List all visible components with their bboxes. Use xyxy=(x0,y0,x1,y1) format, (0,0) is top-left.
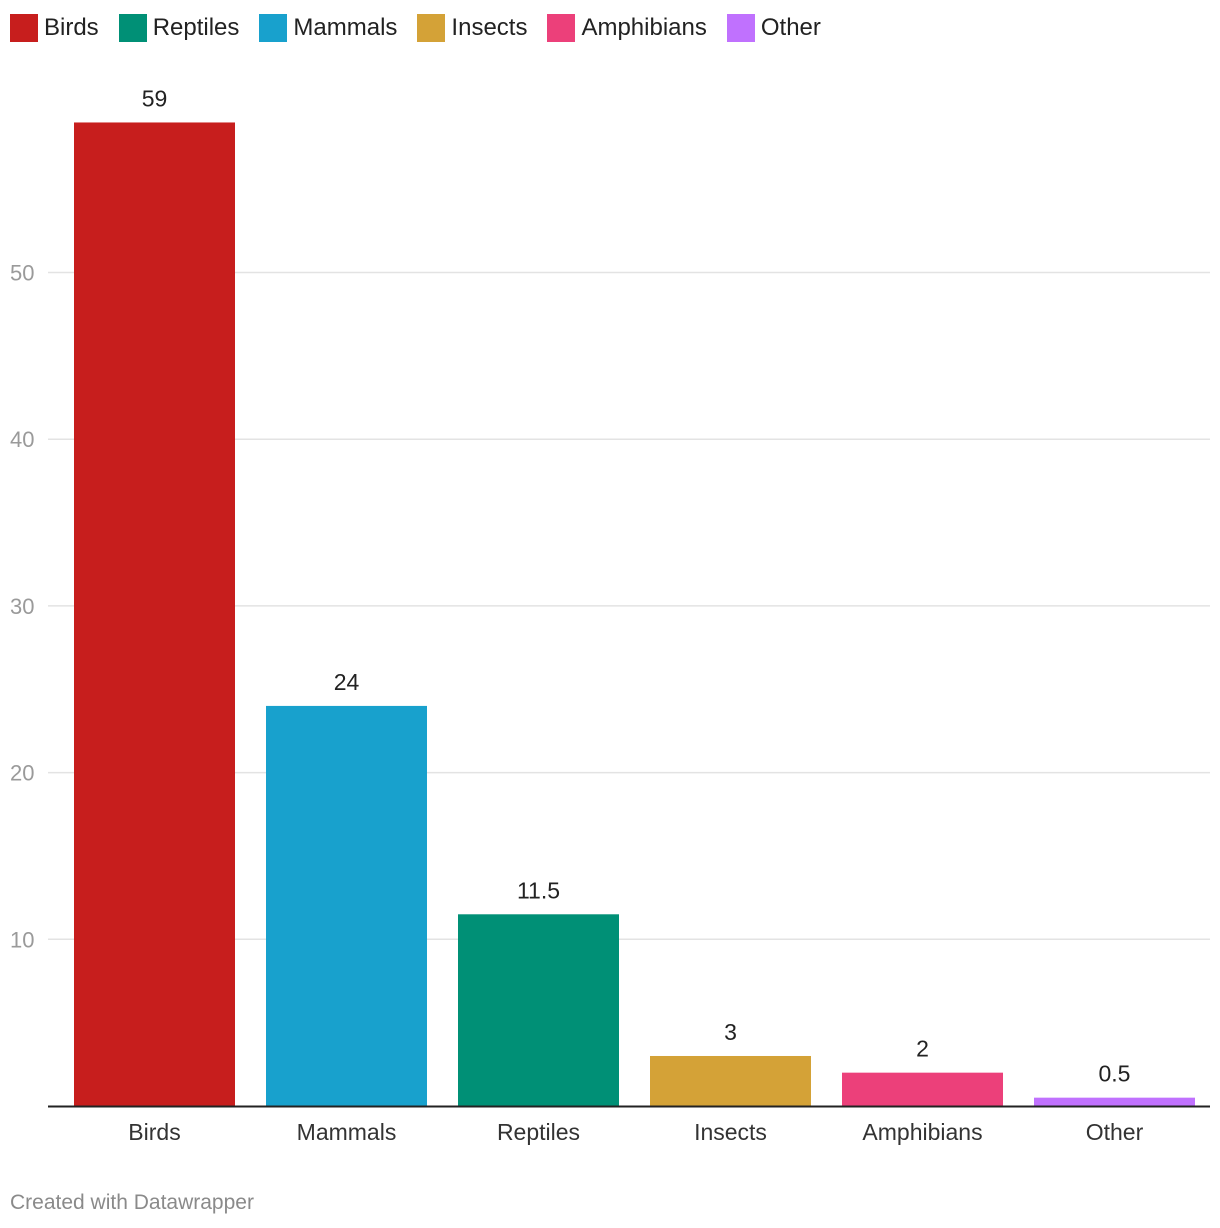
bar-birds xyxy=(74,122,235,1107)
bar-reptiles xyxy=(458,914,619,1106)
value-label-reptiles: 11.5 xyxy=(517,877,560,903)
x-tick-label-mammals: Mammals xyxy=(297,1119,397,1145)
x-tick-label-other: Other xyxy=(1086,1119,1144,1145)
legend-label-mammals: Mammals xyxy=(293,14,398,41)
bar-insects xyxy=(650,1055,811,1106)
bar-other xyxy=(1034,1097,1195,1106)
bar-mammals xyxy=(266,705,427,1106)
value-label-other: 0.5 xyxy=(1099,1061,1131,1087)
legend-swatch-reptiles xyxy=(118,14,147,42)
legend-swatch-amphibians xyxy=(547,14,576,42)
y-tick-label-50: 50 xyxy=(10,261,34,286)
value-label-amphibians: 2 xyxy=(916,1036,929,1062)
legend-swatch-other xyxy=(726,14,755,42)
legend-label-other: Other xyxy=(760,14,821,41)
value-label-mammals: 24 xyxy=(334,669,360,695)
x-tick-label-amphibians: Amphibians xyxy=(862,1119,982,1145)
y-tick-label-10: 10 xyxy=(10,927,34,952)
footer-credit: Created with Datawrapper xyxy=(10,1191,254,1214)
legend: Birds Reptiles Mammals Insects Amphibian… xyxy=(10,12,841,44)
legend-item-other: Other xyxy=(726,14,821,42)
legend-item-mammals: Mammals xyxy=(259,14,397,42)
y-tick-label-20: 20 xyxy=(10,761,34,786)
legend-item-birds: Birds xyxy=(10,14,99,42)
y-tick-label-40: 40 xyxy=(10,427,34,452)
legend-label-birds: Birds xyxy=(44,14,99,41)
bar-amphibians xyxy=(842,1072,1003,1106)
legend-item-amphibians: Amphibians xyxy=(547,14,707,42)
value-label-insects: 3 xyxy=(724,1019,737,1045)
legend-label-insects: Insects xyxy=(451,14,528,41)
legend-swatch-mammals xyxy=(259,14,288,42)
x-tick-label-birds: Birds xyxy=(128,1119,180,1145)
value-label-birds: 59 xyxy=(142,85,168,111)
legend-label-reptiles: Reptiles xyxy=(152,14,240,41)
x-tick-label-insects: Insects xyxy=(694,1119,767,1145)
legend-swatch-insects xyxy=(417,14,446,42)
legend-label-amphibians: Amphibians xyxy=(581,14,707,41)
y-tick-label-30: 30 xyxy=(10,594,34,619)
x-tick-label-reptiles: Reptiles xyxy=(497,1119,580,1145)
legend-item-insects: Insects xyxy=(417,14,527,42)
legend-item-reptiles: Reptiles xyxy=(118,14,240,42)
legend-swatch-birds xyxy=(10,14,38,42)
